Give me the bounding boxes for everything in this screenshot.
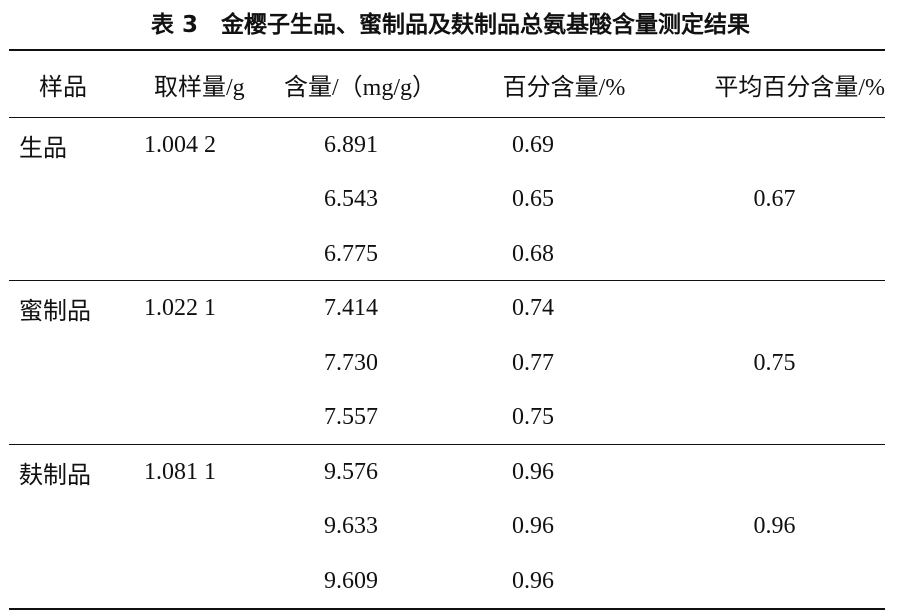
percent-value: 0.75 (512, 404, 554, 431)
header-percent: 百分含量/% (502, 75, 626, 101)
content-value: 6.775 (324, 240, 378, 267)
table-row: 生品 1.004 2 6.891 0.69 0.67 (9, 118, 885, 213)
sample-name: 生品 (19, 135, 67, 162)
percent-value: 0.77 (512, 349, 554, 376)
results-table: 样品 取样量/g 含量/（mg/g） 百分含量/% 平均百分含量/% 生品 1.… (9, 51, 885, 609)
top-rule (9, 49, 885, 51)
average-percent: 0.67 (753, 186, 796, 213)
header-row: 样品 取样量/g 含量/（mg/g） 百分含量/% 平均百分含量/% (9, 51, 885, 118)
table-row: 6.775 0.68 (9, 227, 885, 282)
table-title: 表 3 金樱子生品、蜜制品及麸制品总氨基酸含量测定结果 (150, 12, 750, 38)
average-percent: 0.75 (753, 349, 796, 376)
header-sample: 样品 (39, 75, 87, 101)
content-value: 7.730 (324, 349, 378, 376)
table-row: 7.557 0.75 (9, 391, 885, 446)
sample-name: 麸制品 (19, 462, 91, 489)
content-value: 6.891 (324, 131, 378, 158)
percent-value: 0.74 (512, 295, 554, 322)
table-row: 麸制品 1.081 1 9.576 0.96 0.96 (9, 445, 885, 540)
header-weight: 取样量/g (154, 75, 245, 101)
content-value: 7.557 (324, 404, 378, 431)
content-value: 9.609 (324, 567, 378, 594)
table-row: 9.633 0.96 (9, 500, 885, 555)
percent-value: 0.96 (512, 458, 554, 485)
sample-name: 蜜制品 (19, 299, 91, 326)
average-percent: 0.96 (753, 513, 796, 540)
percent-value: 0.96 (512, 513, 554, 540)
sample-weight: 1.022 1 (144, 295, 216, 322)
header-content: 含量/（mg/g） (284, 75, 437, 101)
content-value: 7.414 (324, 295, 378, 322)
percent-value: 0.69 (512, 131, 554, 158)
content-value: 6.543 (324, 186, 378, 213)
sample-weight: 1.081 1 (144, 458, 216, 485)
sample-weight: 1.004 2 (144, 131, 216, 158)
percent-value: 0.65 (512, 186, 554, 213)
content-value: 9.576 (324, 458, 378, 485)
group-divider (9, 280, 885, 281)
table-row: 7.730 0.77 (9, 336, 885, 391)
content-value: 9.633 (324, 513, 378, 540)
table-row: 9.609 0.96 (9, 554, 885, 609)
table-row: 蜜制品 1.022 1 7.414 0.74 0.75 (9, 282, 885, 376)
percent-value: 0.96 (512, 567, 554, 594)
header-rule (9, 117, 885, 118)
table-row: 6.543 0.65 (9, 173, 885, 228)
percent-value: 0.68 (512, 240, 554, 267)
group-divider (9, 444, 885, 445)
header-average-percent: 平均百分含量/% (714, 75, 885, 101)
bottom-rule (9, 608, 885, 610)
